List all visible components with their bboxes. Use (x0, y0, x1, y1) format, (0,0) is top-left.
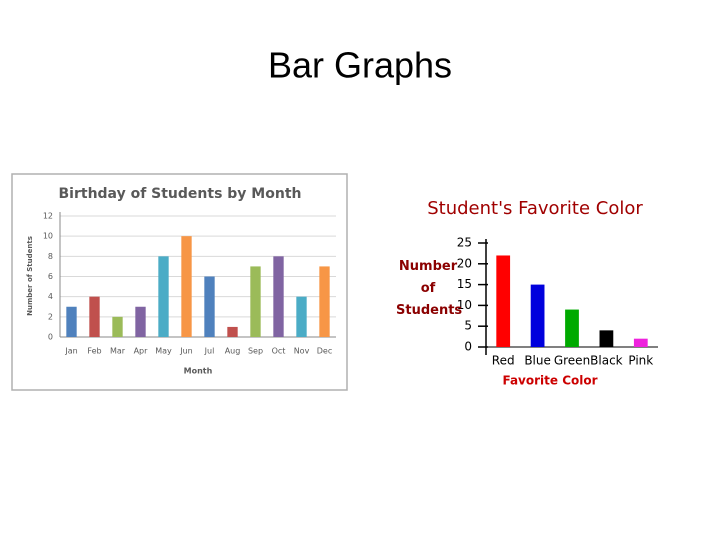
x-tick-label: Feb (87, 347, 101, 356)
y-tick-label: 15 (457, 277, 472, 291)
chart-title: Birthday of Students by Month (59, 186, 302, 202)
x-tick-label: Aug (225, 347, 241, 356)
bar (250, 266, 261, 337)
x-tick-label: Blue (524, 354, 551, 368)
x-tick-label: Dec (317, 347, 332, 356)
y-tick-label: 20 (457, 256, 472, 270)
y-tick-label: 6 (48, 272, 53, 281)
x-axis-label: Month (184, 367, 213, 376)
x-tick-label: Mar (110, 347, 126, 356)
y-tick-label: 2 (48, 312, 53, 321)
x-tick-label: Green (554, 354, 590, 368)
y-axis-label: Number of Students (396, 259, 463, 318)
x-tick-label: Oct (272, 347, 286, 356)
y-tick-label: 10 (457, 298, 472, 312)
bar (227, 326, 238, 337)
chart-title: Student's Favorite Color (427, 198, 643, 219)
bar (204, 276, 215, 337)
y-tick-label: 12 (43, 212, 53, 221)
bar (158, 256, 169, 337)
bar (565, 309, 579, 347)
x-tick-label: Red (492, 354, 515, 368)
x-tick-label: Apr (134, 347, 149, 356)
y-axis-label: Number of Students (26, 236, 34, 316)
x-tick-label: Black (590, 354, 623, 368)
bar (112, 316, 123, 337)
bar (273, 256, 284, 337)
bar (296, 296, 307, 337)
bar (135, 306, 146, 337)
y-tick-label: 5 (464, 319, 472, 333)
x-tick-label: May (155, 347, 172, 356)
x-tick-label: Jan (64, 347, 77, 356)
x-tick-label: Sep (248, 347, 263, 356)
y-tick-label: 0 (464, 340, 472, 354)
bar (530, 284, 545, 347)
x-tick-label: Nov (294, 347, 310, 356)
bar (496, 255, 511, 347)
slide-title: Bar Graphs (268, 45, 452, 86)
chart-frame (11, 173, 348, 391)
x-tick-label: Jun (179, 347, 193, 356)
bar (633, 338, 648, 347)
bar (319, 266, 330, 337)
bar (89, 296, 100, 337)
y-tick-label: 25 (457, 236, 472, 250)
x-axis-label: Favorite Color (502, 374, 597, 388)
bar (599, 330, 614, 347)
y-tick-label: 4 (48, 292, 53, 301)
y-tick-label: 8 (48, 252, 53, 261)
x-tick-label: Pink (628, 354, 653, 368)
bar (66, 306, 77, 337)
y-tick-label: 10 (43, 232, 53, 241)
y-tick-label: 0 (48, 333, 53, 342)
x-tick-label: Jul (204, 347, 215, 356)
bar (181, 236, 192, 337)
